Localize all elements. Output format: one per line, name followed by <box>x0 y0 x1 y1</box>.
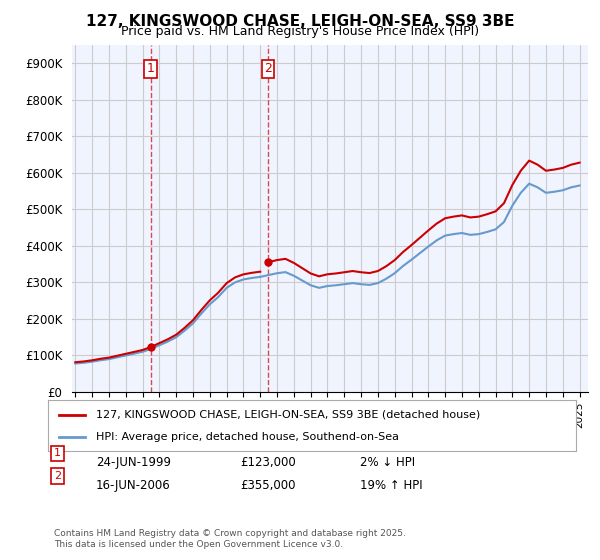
Text: 24-JUN-1999: 24-JUN-1999 <box>96 456 171 469</box>
Text: 1: 1 <box>147 62 155 75</box>
Text: 19% ↑ HPI: 19% ↑ HPI <box>360 479 422 492</box>
Text: 2: 2 <box>264 62 272 75</box>
Text: Price paid vs. HM Land Registry's House Price Index (HPI): Price paid vs. HM Land Registry's House … <box>121 25 479 38</box>
Text: 16-JUN-2006: 16-JUN-2006 <box>96 479 171 492</box>
Text: £355,000: £355,000 <box>240 479 296 492</box>
Text: 127, KINGSWOOD CHASE, LEIGH-ON-SEA, SS9 3BE: 127, KINGSWOOD CHASE, LEIGH-ON-SEA, SS9 … <box>86 14 514 29</box>
Text: 127, KINGSWOOD CHASE, LEIGH-ON-SEA, SS9 3BE (detached house): 127, KINGSWOOD CHASE, LEIGH-ON-SEA, SS9 … <box>95 409 480 419</box>
Text: £123,000: £123,000 <box>240 456 296 469</box>
Text: Contains HM Land Registry data © Crown copyright and database right 2025.
This d: Contains HM Land Registry data © Crown c… <box>54 529 406 549</box>
Text: 2% ↓ HPI: 2% ↓ HPI <box>360 456 415 469</box>
Text: 2: 2 <box>54 471 61 481</box>
Text: HPI: Average price, detached house, Southend-on-Sea: HPI: Average price, detached house, Sout… <box>95 432 398 442</box>
Text: 1: 1 <box>54 449 61 459</box>
